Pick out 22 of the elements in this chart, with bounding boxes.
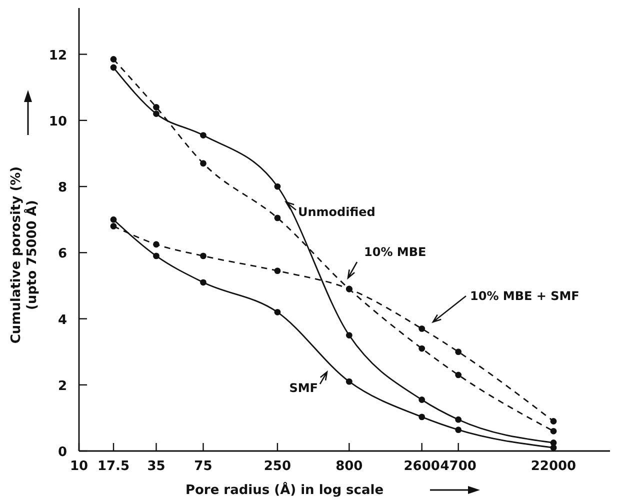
y-tick-label: 8 [58,180,67,196]
y-tick-label: 2 [58,378,67,394]
x-axis-title: Pore radius (Å) in log scale [185,481,384,498]
x-tick-label: 2600 [404,459,440,474]
x-tick-label: 4700 [440,459,476,474]
x-tick-label: 22000 [530,459,576,474]
series-label: SMF [289,381,318,395]
y-tick-label: 6 [58,246,67,262]
legend-label: Unmodified [298,205,376,219]
y-axis-title: Cumulative porosity (%) (upto 75000 Å) [9,166,40,344]
y-tick-label: 4 [58,312,67,328]
x-tick-label: 250 [264,459,292,474]
y-tick-label: 0 [58,445,67,460]
x-tick-label: 17.5 [97,459,130,474]
y-tick-label: 12 [48,48,67,64]
x-tick-label: 35 [147,459,166,474]
x-tick-label: 75 [194,459,212,474]
y-tick-label: 10 [48,114,67,130]
text: 10% MBE [364,245,426,259]
x-tick-label: 10 [70,459,88,474]
x-tick-label: 800 [336,459,363,474]
text: 10% MBE + SMF [470,289,580,303]
